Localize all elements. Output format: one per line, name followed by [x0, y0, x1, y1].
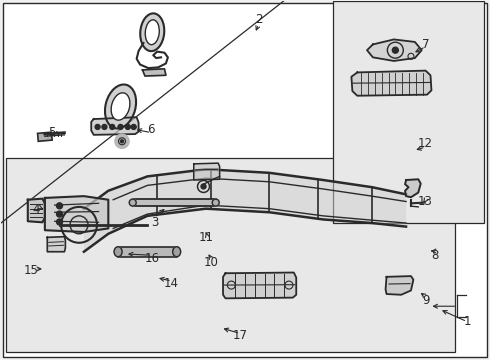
Ellipse shape	[105, 85, 136, 129]
Text: 7: 7	[422, 38, 429, 51]
Polygon shape	[223, 273, 296, 298]
Ellipse shape	[114, 247, 122, 257]
Ellipse shape	[111, 93, 130, 120]
Circle shape	[56, 211, 63, 217]
Circle shape	[56, 203, 63, 209]
Text: 5: 5	[49, 126, 56, 139]
Bar	[118, 247, 177, 257]
Text: 13: 13	[418, 195, 433, 208]
Circle shape	[131, 125, 136, 129]
Circle shape	[392, 47, 398, 53]
Circle shape	[56, 219, 63, 225]
Text: 3: 3	[151, 216, 158, 229]
Circle shape	[102, 125, 107, 129]
Bar	[6, 158, 455, 352]
Ellipse shape	[172, 247, 181, 257]
Polygon shape	[28, 199, 45, 222]
Text: 9: 9	[422, 294, 429, 307]
Text: 14: 14	[163, 278, 178, 291]
Ellipse shape	[145, 20, 159, 45]
Text: 11: 11	[198, 231, 214, 244]
Circle shape	[125, 125, 130, 129]
Text: 17: 17	[233, 329, 247, 342]
Text: 2: 2	[255, 13, 263, 26]
Polygon shape	[351, 71, 432, 96]
Bar	[333, 1, 484, 223]
Polygon shape	[91, 117, 139, 135]
Polygon shape	[405, 179, 421, 197]
Bar	[38, 132, 52, 141]
Polygon shape	[367, 40, 422, 61]
Polygon shape	[143, 69, 166, 76]
Text: 15: 15	[24, 264, 39, 277]
Polygon shape	[45, 196, 108, 232]
Polygon shape	[386, 276, 414, 295]
Circle shape	[118, 125, 123, 129]
Text: 4: 4	[32, 203, 40, 216]
Text: 1: 1	[464, 315, 471, 328]
Polygon shape	[84, 169, 406, 252]
Circle shape	[115, 134, 129, 148]
Polygon shape	[194, 163, 220, 180]
Circle shape	[95, 125, 100, 129]
Text: 8: 8	[432, 249, 439, 262]
Ellipse shape	[129, 199, 136, 206]
Polygon shape	[48, 237, 65, 252]
Ellipse shape	[140, 13, 164, 51]
Text: 6: 6	[147, 122, 155, 136]
Ellipse shape	[212, 199, 219, 206]
Circle shape	[121, 140, 123, 143]
Bar	[133, 199, 216, 206]
Text: 12: 12	[418, 137, 433, 150]
Text: 16: 16	[145, 252, 160, 265]
Circle shape	[110, 125, 115, 129]
Circle shape	[201, 184, 206, 189]
Text: 10: 10	[203, 256, 218, 269]
